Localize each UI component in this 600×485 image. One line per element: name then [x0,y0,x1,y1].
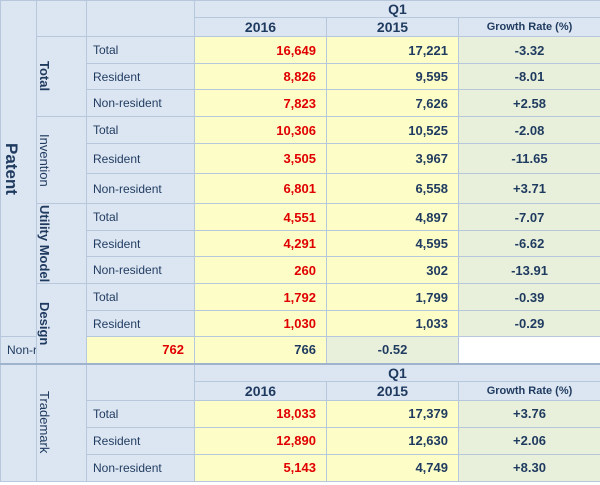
row-label: Total [86,36,195,64]
growth-rate: -13.91 [458,256,600,284]
value-2015: 12,630 [326,426,459,455]
header-blank-cell [86,0,195,37]
value-2015: 4,595 [326,230,459,257]
value-2016: 8,826 [194,63,327,90]
group-label-text: Total [37,61,53,92]
value-2015: 6,558 [326,173,459,204]
trademark-growth-header: Growth Rate (%) [458,380,600,401]
growth-rate: -6.62 [458,230,600,257]
patent-growth-header: Growth Rate (%) [458,17,600,37]
value-2016: 18,033 [194,399,327,428]
value-2016: 16,649 [194,36,327,64]
group-label-invention: Invention [36,116,87,204]
trademark-section-label: Trademark [36,362,87,482]
value-2016: 1,030 [194,310,327,337]
growth-rate: -2.08 [458,116,600,144]
value-2015: 7,626 [326,89,459,117]
patent-year2-header: 2015 [326,17,459,37]
row-label: Total [86,116,195,144]
trademark-quarter-header: Q1 [194,362,600,382]
value-2016: 5,143 [194,453,327,482]
value-2016: 1,792 [194,283,327,311]
value-2015: 10,525 [326,116,459,144]
value-2015: 3,967 [326,143,459,174]
value-2016: 6,801 [194,173,327,204]
row-label: Total [86,283,195,311]
row-label: Resident [86,230,195,257]
growth-rate: +3.71 [458,173,600,204]
growth-rate: +3.76 [458,399,600,428]
value-2016: 4,551 [194,203,327,231]
growth-rate: -11.65 [458,143,600,174]
patent-year1-header: 2016 [194,17,327,37]
growth-rate: -0.39 [458,283,600,311]
value-2016: 12,890 [194,426,327,455]
growth-rate: +8.30 [458,453,600,482]
value-2016: 10,306 [194,116,327,144]
trademark-year1-header: 2016 [194,380,327,401]
row-label: Non-resident [0,336,37,364]
value-2015: 9,595 [326,63,459,90]
row-label: Non-resident [86,89,195,117]
growth-rate: -8.01 [458,63,600,90]
row-label: Resident [86,143,195,174]
patent-label-text: Patent [2,142,21,195]
growth-rate: -3.32 [458,36,600,64]
value-2015: 17,379 [326,399,459,428]
group-label-utility-model: Utility Model [36,203,87,284]
value-2015: 4,897 [326,203,459,231]
group-label-design: Design [36,283,87,364]
row-label: Resident [86,426,195,455]
row-label: Non-resident [86,173,195,204]
header-blank-cell [86,362,195,401]
value-2016: 7,823 [194,89,327,117]
value-2015: 302 [326,256,459,284]
row-label: Non-resident [86,453,195,482]
group-label-text: Utility Model [37,204,53,283]
growth-rate: +2.06 [458,426,600,455]
row-label: Total [86,399,195,428]
row-label: Total [86,203,195,231]
group-label-text: Invention [37,133,53,187]
row-label: Non-resident [86,256,195,284]
value-2016: 3,505 [194,143,327,174]
growth-rate: -7.07 [458,203,600,231]
value-2015: 1,799 [326,283,459,311]
growth-rate: -0.52 [326,336,459,364]
value-2016: 260 [194,256,327,284]
value-2015: 1,033 [326,310,459,337]
patent-section-label: Patent [0,0,37,337]
growth-rate: +2.58 [458,89,600,117]
group-label-total: Total [36,36,87,117]
trademark-label-text: Trademark [37,391,53,454]
growth-rate: -0.29 [458,310,600,337]
trademark-section-blank [0,362,37,482]
value-2015: 17,221 [326,36,459,64]
value-2015: 766 [194,336,327,364]
header-blank-cell [36,0,87,37]
value-2016: 762 [86,336,195,364]
value-2015: 4,749 [326,453,459,482]
row-label: Resident [86,63,195,90]
row-label: Resident [86,310,195,337]
group-label-text: Design [37,301,53,345]
trademark-year2-header: 2015 [326,380,459,401]
patent-quarter-header: Q1 [194,0,600,18]
value-2016: 4,291 [194,230,327,257]
